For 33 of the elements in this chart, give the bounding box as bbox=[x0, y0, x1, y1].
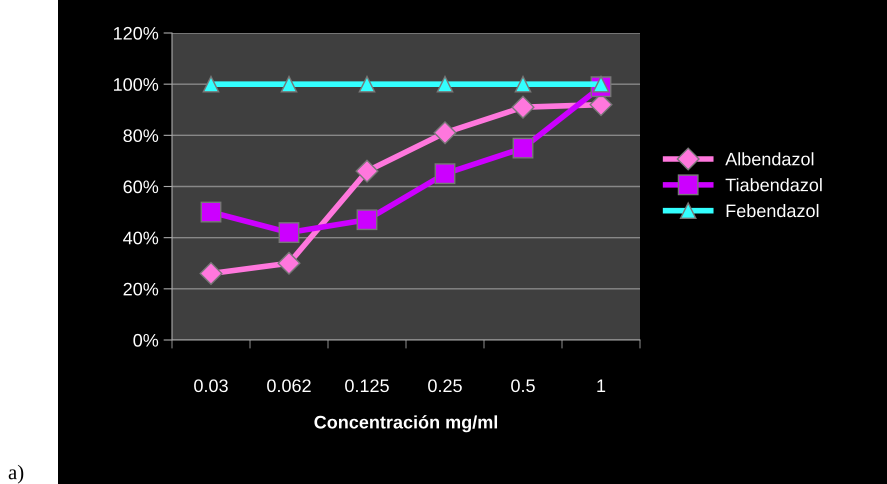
y-tick-label: 120% bbox=[114, 26, 158, 40]
point bbox=[434, 163, 456, 184]
x-axis-title: Concentración mg/ml bbox=[314, 415, 498, 432]
y-tick-label: 20% bbox=[124, 282, 158, 296]
y-tick-label: 60% bbox=[124, 180, 158, 194]
point bbox=[202, 76, 220, 92]
point bbox=[436, 76, 454, 92]
point bbox=[512, 96, 534, 119]
x-tick-label: 0.125 bbox=[345, 379, 389, 392]
x-tick-label: 1 bbox=[597, 380, 606, 392]
point bbox=[200, 262, 222, 285]
legend-label: Tiabendazol bbox=[726, 178, 822, 192]
x-tick-label: 0.03 bbox=[194, 379, 228, 392]
y-tick-label: 40% bbox=[123, 232, 158, 244]
point bbox=[200, 202, 222, 222]
legend-label: Albendazol bbox=[725, 152, 814, 166]
y-tick-label: 100% bbox=[114, 78, 158, 91]
x-tick-label: 0.5 bbox=[511, 379, 535, 392]
point bbox=[434, 121, 456, 144]
legend-label: Febendazol bbox=[726, 204, 818, 218]
y-tick-label: 80% bbox=[123, 129, 158, 142]
x-tick-label: 0.062 bbox=[267, 379, 311, 392]
point bbox=[280, 76, 298, 92]
point bbox=[278, 222, 300, 243]
x-tick-label: 0.25 bbox=[428, 379, 462, 392]
y-tick-label: 0% bbox=[133, 334, 158, 347]
point bbox=[356, 160, 378, 183]
text: a) bbox=[8, 464, 24, 484]
point bbox=[358, 76, 376, 92]
point bbox=[514, 76, 532, 92]
point bbox=[512, 138, 534, 159]
point bbox=[278, 252, 300, 275]
point bbox=[356, 209, 378, 230]
